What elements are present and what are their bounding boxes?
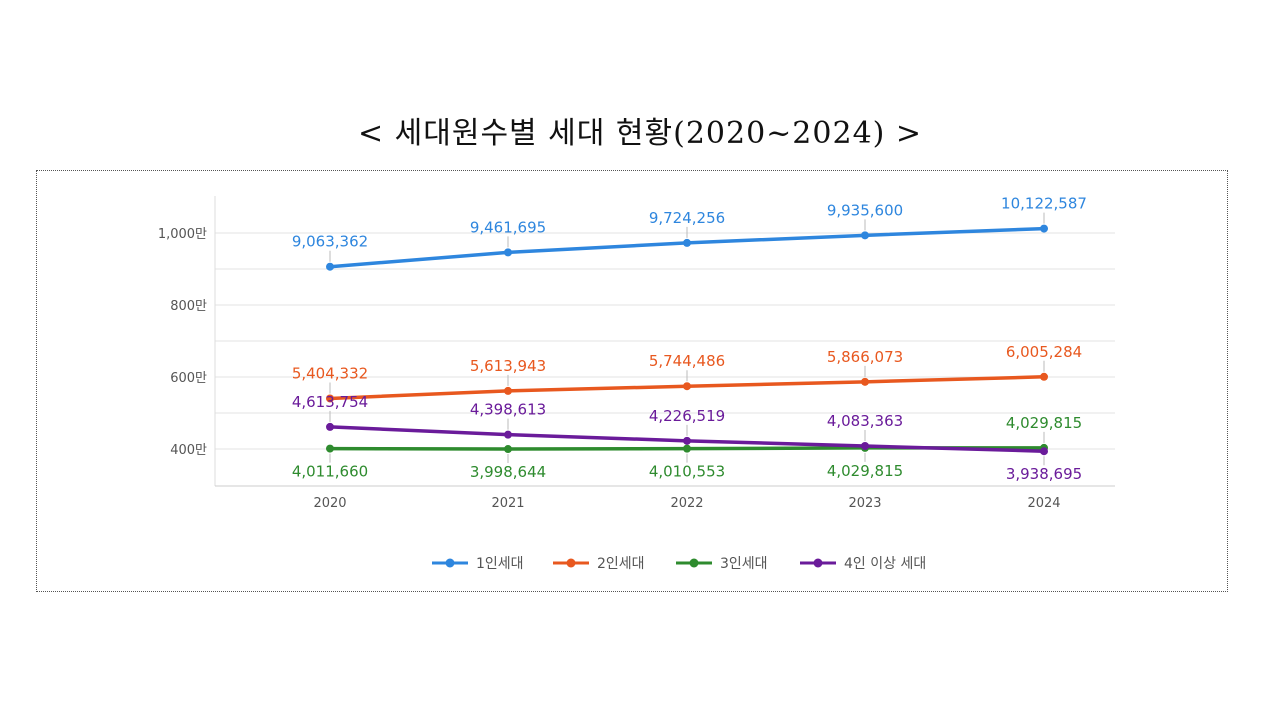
y-tick-label: 400만 [170,443,207,458]
data-point [683,436,691,445]
data-point [683,382,691,391]
data-point [326,444,334,453]
data-point [683,238,691,247]
data-label: 9,461,695 [470,218,546,236]
data-label: 9,935,600 [827,201,903,219]
y-tick-label: 800만 [170,299,207,314]
data-label: 4,398,613 [470,401,546,419]
chart-title: < 세대원수별 세대 현황(2020~2024) > [357,116,923,151]
y-tick-label: 600만 [170,371,207,386]
legend-entry: 3인세대 [720,556,768,572]
data-label: 4,011,660 [292,463,368,481]
data-point [326,262,334,271]
legend-marker [566,558,576,568]
data-point [861,231,869,240]
data-point [326,394,334,403]
data-label: 3,998,644 [470,463,546,481]
x-tick-label: 2022 [670,496,703,511]
data-point [326,422,334,431]
data-point [683,444,691,453]
legend: 1인세대 2인세대 3인세대 4인 이상 세대 [432,556,926,572]
data-point [1040,447,1048,456]
data-label: 4,083,363 [827,412,903,430]
legend-marker [813,558,823,568]
data-label: 4,613,754 [292,393,368,411]
data-label: 9,724,256 [649,209,725,227]
legend-entry: 1인세대 [476,556,524,572]
x-tick-label: 2020 [313,496,346,511]
legend-marker [445,558,455,568]
legend-entry: 2인세대 [597,556,645,572]
legend-entry: 4인 이상 세대 [844,556,926,572]
data-label: 6,005,284 [1006,343,1082,361]
data-point [861,441,869,450]
y-axis-ticks: 400만 600만 800만 1,000만 [158,227,207,458]
data-point [1040,224,1048,233]
x-tick-label: 2021 [491,496,524,511]
data-label: 4,029,815 [827,462,903,480]
data-point [504,430,512,439]
data-label: 4,029,815 [1006,414,1082,432]
x-axis-ticks: 2020 2021 2022 2023 2024 [313,496,1060,511]
data-label: 5,404,332 [292,364,368,382]
legend-marker [689,558,699,568]
chart-frame [36,170,1228,592]
data-point [504,386,512,395]
data-label: 3,938,695 [1006,465,1082,483]
x-tick-label: 2023 [848,496,881,511]
data-label: 5,866,073 [827,348,903,366]
data-label: 9,063,362 [292,233,368,251]
x-tick-label: 2024 [1027,496,1060,511]
data-label-layer: 9,063,362 9,461,695 9,724,256 9,935,600 10,1… [292,195,1087,484]
data-label: 5,744,486 [649,352,725,370]
data-label: 4,010,553 [649,463,725,481]
data-point [1040,372,1048,381]
data-point [504,248,512,257]
data-label: 5,613,943 [470,357,546,375]
data-point [861,377,869,386]
data-point [504,445,512,454]
series-layer [326,224,1048,456]
y-tick-label: 1,000만 [158,227,207,242]
data-label: 4,226,519 [649,407,725,425]
data-label: 10,122,587 [1001,195,1087,213]
